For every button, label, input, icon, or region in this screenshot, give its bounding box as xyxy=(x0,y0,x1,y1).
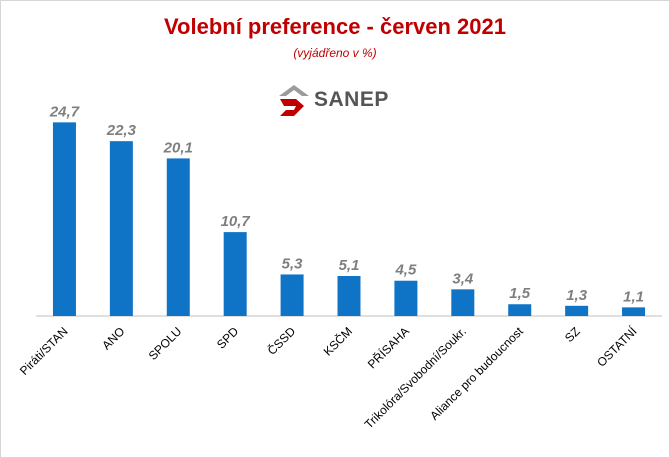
category-label-8: Aliance pro budoucnost xyxy=(427,324,526,423)
chart-subtitle: (vyjádřeno v %) xyxy=(293,46,377,60)
chart-title: Volební preference - červen 2021 xyxy=(164,14,506,39)
value-label-2: 20,1 xyxy=(163,139,193,156)
value-label-8: 1,5 xyxy=(509,285,531,302)
value-label-10: 1,1 xyxy=(623,288,644,305)
bar-7 xyxy=(451,289,475,316)
bar-3 xyxy=(223,232,247,316)
category-label-4: ČSSD xyxy=(264,323,298,357)
bar-6 xyxy=(394,280,418,316)
value-label-4: 5,3 xyxy=(282,255,304,272)
bar-8 xyxy=(508,304,532,316)
value-label-6: 4,5 xyxy=(394,262,417,279)
category-label-6: PŘÍSAHA xyxy=(364,324,412,372)
category-label-9: SZ xyxy=(562,324,583,345)
sanep-logo: SANEP xyxy=(276,84,396,118)
bar-0 xyxy=(52,122,76,317)
bar-10 xyxy=(622,307,646,316)
value-label-9: 1,3 xyxy=(566,287,588,304)
bar-5 xyxy=(337,276,361,316)
value-label-7: 3,4 xyxy=(452,270,474,287)
category-label-7: Trikolóra/Svobodní/Soukr. xyxy=(362,324,469,431)
category-label-1: ANO xyxy=(99,324,127,352)
logo-text: SANEP xyxy=(314,88,389,111)
category-label-10: OSTATNÍ xyxy=(594,323,641,370)
category-label-2: SPOLU xyxy=(146,324,185,363)
sanep-logo-mark-icon xyxy=(279,85,309,116)
value-label-5: 5,1 xyxy=(339,257,360,274)
category-label-0: Piráti/STAN xyxy=(17,324,71,378)
bar-1 xyxy=(109,141,133,316)
bar-9 xyxy=(565,305,589,316)
category-label-3: SPD xyxy=(214,324,242,352)
value-label-3: 10,7 xyxy=(221,213,251,230)
category-label-5: KSČM xyxy=(320,324,355,359)
bar-4 xyxy=(280,274,304,316)
value-label-0: 24,7 xyxy=(49,103,80,120)
bar-2 xyxy=(166,158,190,316)
value-label-1: 22,3 xyxy=(106,122,137,139)
